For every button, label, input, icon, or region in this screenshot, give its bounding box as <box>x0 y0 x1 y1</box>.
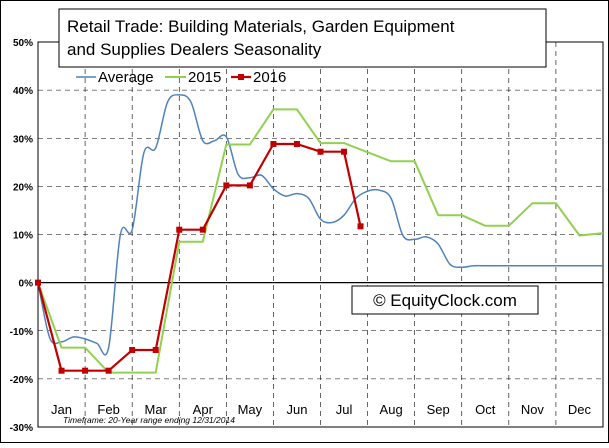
x-tick-label: Sep <box>427 402 450 417</box>
data-point-2016 <box>129 347 136 353</box>
chart-title-line-2: and Supplies Dealers Seasonality <box>67 40 322 59</box>
legend: Average 2015 2016 <box>76 69 286 86</box>
y-tick-label: -20% <box>10 375 33 386</box>
x-tick-label: Aug <box>380 402 403 417</box>
y-tick-label: -10% <box>10 327 33 338</box>
x-tick-label: Oct <box>475 402 496 417</box>
chart-title-box: Retail Trade: Building Materials, Garden… <box>58 8 547 68</box>
x-tick-label: May <box>238 402 263 417</box>
legend-marker-2016 <box>238 74 244 80</box>
chart-title-line-1: Retail Trade: Building Materials, Garden… <box>67 17 455 36</box>
y-tick-label: 30% <box>13 134 33 145</box>
data-point-2016 <box>270 141 277 148</box>
data-point-2016 <box>152 347 159 353</box>
y-tick-label: 20% <box>13 182 33 193</box>
watermark-text: © EquityClock.com <box>373 291 517 310</box>
x-tick-label: Apr <box>193 402 214 417</box>
data-point-2016 <box>341 148 348 155</box>
data-point-2016 <box>357 223 364 230</box>
x-tick-label: Mar <box>145 402 168 417</box>
data-point-2016 <box>105 367 112 374</box>
data-point-2016 <box>223 182 230 189</box>
x-tick-label: Jul <box>336 402 353 417</box>
x-tick-label: Dec <box>568 402 592 417</box>
grid-layer <box>37 41 604 428</box>
y-tick-label: 10% <box>13 231 33 242</box>
data-point-2016 <box>35 279 41 286</box>
series-line-2015 <box>37 108 604 374</box>
y-tick-label: 0% <box>19 279 34 290</box>
series-line-average <box>37 94 603 356</box>
timeframe-footnote: Timeframe: 20-Year range ending 12/31/20… <box>63 415 235 425</box>
data-point-2016 <box>293 141 300 148</box>
axis-layer: -30% -20% -10% 0% 10% 20% 30% 40% 50% Jan Feb Mar Ap… <box>10 38 603 434</box>
y-tick-label: 50% <box>13 38 33 49</box>
x-tick-label: Feb <box>97 402 119 417</box>
y-tick-label: -30% <box>10 423 33 434</box>
title-frame <box>58 8 547 68</box>
data-point-2016 <box>199 226 206 233</box>
x-tick-label: Nov <box>521 402 545 417</box>
data-point-2016 <box>58 367 65 374</box>
legend-label-average: Average <box>98 69 154 86</box>
series-layer <box>35 94 604 374</box>
watermark-frame <box>351 285 539 315</box>
legend-label-2016: 2016 <box>253 69 286 86</box>
legend-label-2015: 2015 <box>188 69 221 86</box>
data-point-2016 <box>317 148 324 155</box>
y-tick-label: 40% <box>13 86 33 97</box>
data-point-2016 <box>246 182 253 189</box>
watermark-box: © EquityClock.com <box>351 285 539 315</box>
data-point-2016 <box>176 226 183 233</box>
data-point-2016 <box>82 367 89 374</box>
x-tick-label: Jun <box>286 402 307 417</box>
x-tick-label: Jan <box>51 402 72 417</box>
